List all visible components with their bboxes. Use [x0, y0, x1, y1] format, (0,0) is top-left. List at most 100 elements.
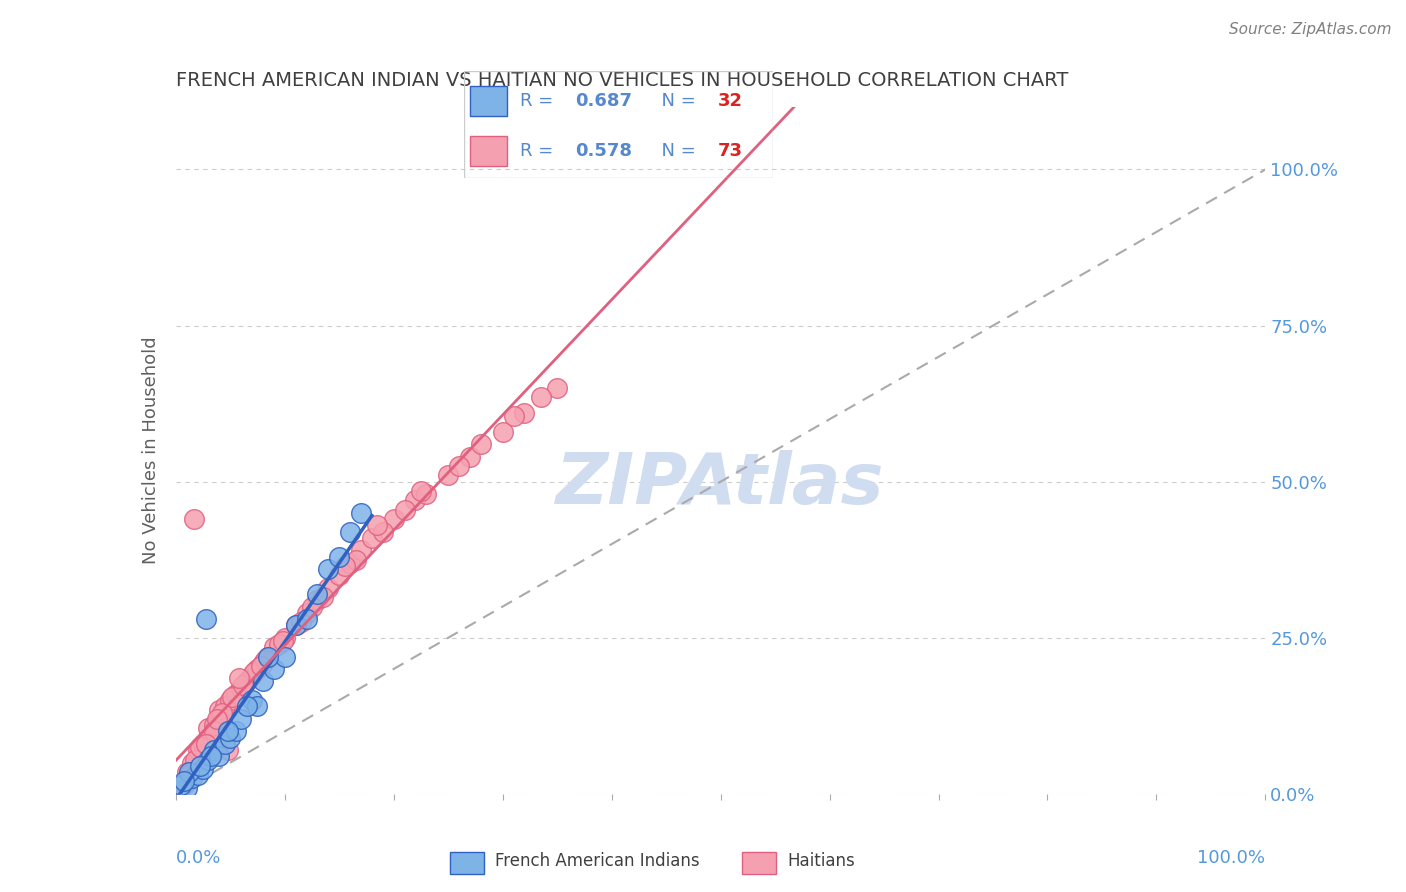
Point: [235, 674, 257, 689]
Point: [219, 693, 242, 707]
Point: [208, 712, 231, 726]
Point: [202, 743, 225, 757]
Point: [415, 487, 437, 501]
Point: [274, 631, 297, 645]
Point: [243, 665, 266, 680]
Text: Source: ZipAtlas.com: Source: ZipAtlas.com: [1229, 22, 1392, 37]
Point: [176, 780, 198, 795]
Point: [176, 774, 198, 789]
Text: N =: N =: [650, 142, 702, 160]
Point: [183, 512, 205, 526]
Point: [181, 762, 204, 776]
Point: [328, 549, 350, 564]
Point: [195, 737, 218, 751]
Point: [339, 524, 361, 539]
Point: [197, 753, 219, 767]
Text: 100.0%: 100.0%: [1198, 849, 1265, 867]
Point: [195, 612, 218, 626]
Point: [235, 699, 257, 714]
Point: [257, 649, 280, 664]
Point: [361, 531, 384, 545]
Point: [252, 674, 274, 689]
Point: [318, 562, 340, 576]
Point: [214, 737, 236, 751]
Point: [312, 591, 335, 605]
Point: [246, 662, 269, 676]
Point: [184, 753, 207, 767]
Point: [458, 450, 481, 464]
Text: FRENCH AMERICAN INDIAN VS HAITIAN NO VEHICLES IN HOUSEHOLD CORRELATION CHART: FRENCH AMERICAN INDIAN VS HAITIAN NO VEH…: [176, 71, 1069, 90]
Point: [263, 640, 285, 655]
FancyBboxPatch shape: [742, 852, 776, 874]
Point: [173, 778, 195, 792]
Point: [382, 512, 405, 526]
Point: [228, 671, 250, 685]
Point: [470, 437, 492, 451]
Text: 73: 73: [717, 142, 742, 160]
Point: [217, 724, 239, 739]
Point: [191, 762, 214, 776]
Y-axis label: No Vehicles in Household: No Vehicles in Household: [142, 336, 160, 565]
Point: [530, 391, 553, 405]
Point: [307, 587, 329, 601]
Point: [257, 649, 280, 664]
Point: [200, 749, 222, 764]
Point: [173, 774, 195, 789]
Point: [225, 724, 247, 739]
Point: [307, 593, 329, 607]
Point: [181, 771, 204, 786]
Text: 32: 32: [717, 93, 742, 111]
Point: [513, 406, 536, 420]
Point: [188, 740, 211, 755]
Point: [546, 381, 568, 395]
Point: [271, 633, 294, 648]
Point: [232, 678, 254, 692]
Point: [197, 721, 219, 735]
Point: [219, 731, 242, 745]
Point: [186, 768, 209, 782]
Point: [409, 483, 432, 498]
Point: [231, 681, 253, 695]
Text: R =: R =: [520, 93, 558, 111]
Point: [318, 581, 340, 595]
Point: [167, 784, 190, 798]
Point: [186, 753, 209, 767]
Text: French American Indians: French American Indians: [495, 852, 700, 870]
Point: [197, 731, 219, 745]
Point: [252, 656, 274, 670]
Point: [211, 706, 233, 720]
Point: [350, 543, 373, 558]
Point: [328, 568, 350, 582]
Point: [290, 615, 312, 630]
FancyBboxPatch shape: [470, 87, 508, 116]
Point: [205, 712, 228, 726]
Point: [371, 524, 394, 539]
Point: [437, 468, 460, 483]
Point: [240, 668, 263, 682]
Point: [208, 749, 231, 764]
Point: [240, 693, 263, 707]
Text: 0.578: 0.578: [575, 142, 633, 160]
Point: [274, 649, 297, 664]
Point: [254, 653, 277, 667]
Point: [208, 703, 231, 717]
Point: [202, 718, 225, 732]
Point: [295, 612, 318, 626]
Point: [191, 746, 214, 760]
Point: [181, 756, 204, 770]
Point: [249, 658, 271, 673]
Point: [405, 493, 427, 508]
FancyBboxPatch shape: [470, 136, 508, 166]
Point: [339, 556, 361, 570]
Point: [188, 758, 211, 772]
Point: [176, 765, 198, 780]
Point: [502, 409, 524, 424]
Text: ZIPAtlas: ZIPAtlas: [557, 450, 884, 519]
Point: [284, 618, 307, 632]
Point: [225, 687, 247, 701]
Text: 0.0%: 0.0%: [176, 849, 221, 867]
Point: [492, 425, 515, 439]
Point: [344, 552, 367, 567]
Text: N =: N =: [650, 93, 702, 111]
Text: R =: R =: [520, 142, 558, 160]
